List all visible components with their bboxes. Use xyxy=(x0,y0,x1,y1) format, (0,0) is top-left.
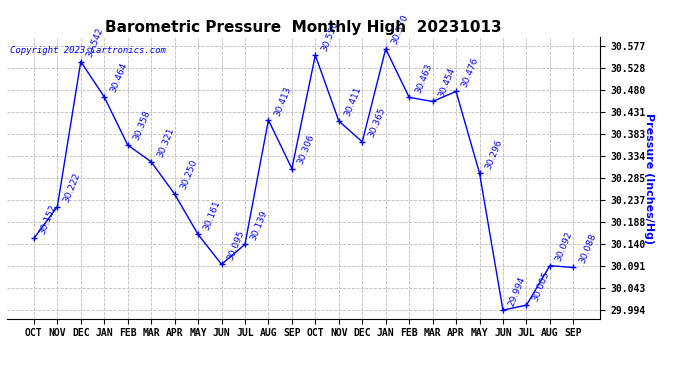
Title: Barometric Pressure  Monthly High  20231013: Barometric Pressure Monthly High 2023101… xyxy=(106,20,502,35)
Text: 30.088: 30.088 xyxy=(578,232,598,265)
Text: 30.454: 30.454 xyxy=(437,66,457,99)
Text: 30.476: 30.476 xyxy=(460,56,480,89)
Text: 30.092: 30.092 xyxy=(554,230,574,263)
Text: 30.570: 30.570 xyxy=(390,13,410,46)
Text: 30.542: 30.542 xyxy=(85,26,105,59)
Text: 30.222: 30.222 xyxy=(61,172,81,204)
Text: 30.005: 30.005 xyxy=(531,270,551,302)
Text: 30.463: 30.463 xyxy=(413,62,433,94)
Text: 30.411: 30.411 xyxy=(343,86,363,118)
Text: 30.095: 30.095 xyxy=(226,229,246,261)
Text: 30.556: 30.556 xyxy=(319,20,339,53)
Text: 30.306: 30.306 xyxy=(296,133,316,166)
Text: 30.152: 30.152 xyxy=(38,203,58,236)
Text: 30.464: 30.464 xyxy=(108,62,128,94)
Text: Copyright 2023 Cartronics.com: Copyright 2023 Cartronics.com xyxy=(10,46,166,55)
Text: 30.321: 30.321 xyxy=(155,126,175,159)
Text: 29.994: 29.994 xyxy=(507,275,527,308)
Y-axis label: Pressure (Inches/Hg): Pressure (Inches/Hg) xyxy=(644,112,653,244)
Text: 30.139: 30.139 xyxy=(249,209,269,242)
Text: 30.250: 30.250 xyxy=(179,159,199,191)
Text: 30.161: 30.161 xyxy=(202,199,222,232)
Text: 30.296: 30.296 xyxy=(484,138,504,170)
Text: 30.358: 30.358 xyxy=(132,110,152,142)
Text: 30.413: 30.413 xyxy=(273,85,293,117)
Text: 30.365: 30.365 xyxy=(366,106,386,139)
